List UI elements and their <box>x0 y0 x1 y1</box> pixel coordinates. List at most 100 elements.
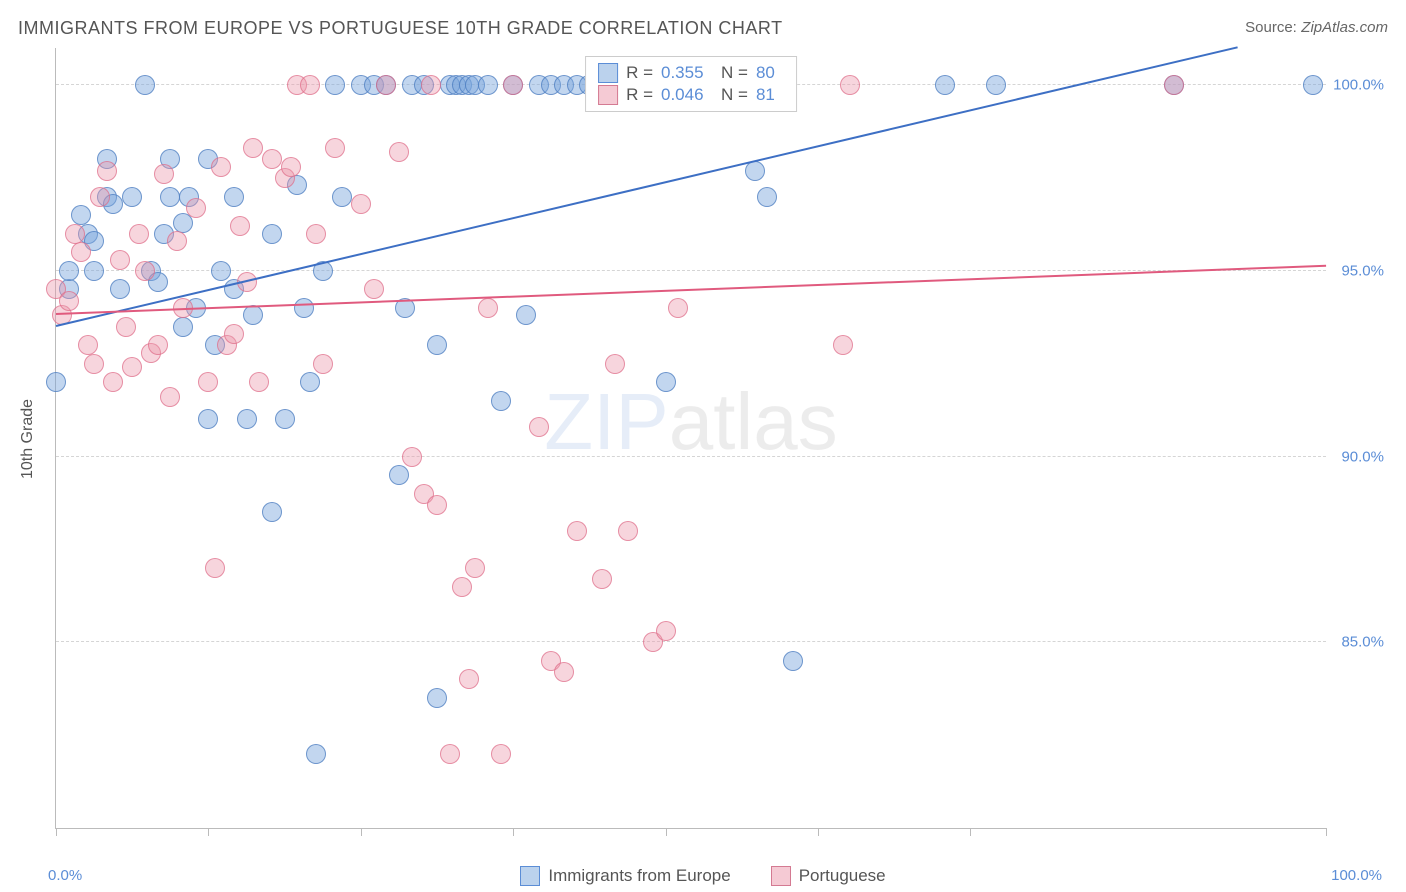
legend-row-pink: R = 0.046 N = 81 <box>598 84 784 106</box>
data-point-blue <box>656 372 676 392</box>
data-point-pink <box>78 335 98 355</box>
data-point-blue <box>783 651 803 671</box>
data-point-pink <box>300 75 320 95</box>
data-point-blue <box>237 409 257 429</box>
data-point-blue <box>211 261 231 281</box>
data-point-blue <box>122 187 142 207</box>
x-tick <box>208 828 209 836</box>
data-point-pink <box>618 521 638 541</box>
data-point-pink <box>325 138 345 158</box>
data-point-pink <box>281 157 301 177</box>
data-point-pink <box>833 335 853 355</box>
r-value-pink: 0.046 <box>661 85 713 105</box>
y-tick-label: 95.0% <box>1341 262 1384 279</box>
n-value-blue: 80 <box>756 63 784 83</box>
data-point-pink <box>243 138 263 158</box>
data-point-blue <box>46 372 66 392</box>
data-point-pink <box>427 495 447 515</box>
data-point-pink <box>421 75 441 95</box>
plot-area: ZIPatlas R = 0.355 N = 80 R = 0.046 N = … <box>55 48 1326 829</box>
gridline <box>56 270 1326 271</box>
data-point-pink <box>459 669 479 689</box>
data-point-pink <box>503 75 523 95</box>
data-point-blue <box>325 75 345 95</box>
x-tick-0: 0.0% <box>48 867 82 884</box>
data-point-blue <box>198 409 218 429</box>
y-tick-label: 90.0% <box>1341 448 1384 465</box>
data-point-pink <box>491 744 511 764</box>
data-point-pink <box>529 417 549 437</box>
data-point-blue <box>332 187 352 207</box>
data-point-blue <box>491 391 511 411</box>
legend-item-pink: Portuguese <box>771 866 886 886</box>
data-point-blue <box>160 187 180 207</box>
data-point-pink <box>205 558 225 578</box>
chart-container: ZIPatlas R = 0.355 N = 80 R = 0.046 N = … <box>55 48 1385 828</box>
data-point-pink <box>224 324 244 344</box>
data-point-blue <box>173 317 193 337</box>
data-point-blue <box>110 279 130 299</box>
data-point-blue <box>306 744 326 764</box>
chart-title: IMMIGRANTS FROM EUROPE VS PORTUGUESE 10T… <box>18 18 783 39</box>
n-label: N = <box>721 63 748 83</box>
data-point-pink <box>230 216 250 236</box>
correlation-legend: R = 0.355 N = 80 R = 0.046 N = 81 <box>585 56 797 112</box>
data-point-pink <box>249 372 269 392</box>
x-tick <box>1326 828 1327 836</box>
watermark-zip: ZIP <box>544 377 668 466</box>
data-point-pink <box>306 224 326 244</box>
data-point-blue <box>757 187 777 207</box>
data-point-pink <box>389 142 409 162</box>
legend-item-blue: Immigrants from Europe <box>520 866 730 886</box>
data-point-blue <box>262 224 282 244</box>
legend-label-blue: Immigrants from Europe <box>548 866 730 886</box>
x-tick-100: 100.0% <box>1331 867 1382 884</box>
data-point-pink <box>440 744 460 764</box>
n-label: N = <box>721 85 748 105</box>
data-point-blue <box>224 187 244 207</box>
data-point-blue <box>275 409 295 429</box>
data-point-blue <box>516 305 536 325</box>
r-value-blue: 0.355 <box>661 63 713 83</box>
data-point-pink <box>186 198 206 218</box>
x-tick <box>513 828 514 836</box>
data-point-pink <box>840 75 860 95</box>
y-tick-label: 100.0% <box>1333 77 1384 94</box>
data-point-blue <box>71 205 91 225</box>
data-point-blue <box>1303 75 1323 95</box>
swatch-pink <box>598 85 618 105</box>
swatch-blue <box>520 866 540 886</box>
y-axis-label: 10th Grade <box>19 399 37 479</box>
data-point-pink <box>313 354 333 374</box>
y-tick-label: 85.0% <box>1341 634 1384 651</box>
data-point-pink <box>160 387 180 407</box>
data-point-pink <box>567 521 587 541</box>
data-point-pink <box>452 577 472 597</box>
data-point-pink <box>1164 75 1184 95</box>
data-point-blue <box>427 688 447 708</box>
data-point-blue <box>59 261 79 281</box>
watermark-atlas: atlas <box>669 377 838 466</box>
data-point-pink <box>116 317 136 337</box>
series-legend: Immigrants from Europe Portuguese <box>0 866 1406 886</box>
swatch-pink <box>771 866 791 886</box>
source: Source: ZipAtlas.com <box>1245 19 1388 37</box>
source-value: ZipAtlas.com <box>1301 19 1388 36</box>
x-tick <box>970 828 971 836</box>
data-point-pink <box>59 291 79 311</box>
data-point-pink <box>554 662 574 682</box>
data-point-blue <box>135 75 155 95</box>
r-label: R = <box>626 63 653 83</box>
data-point-blue <box>427 335 447 355</box>
swatch-blue <box>598 63 618 83</box>
data-point-pink <box>90 187 110 207</box>
data-point-pink <box>211 157 231 177</box>
data-point-pink <box>656 621 676 641</box>
data-point-pink <box>97 161 117 181</box>
gridline <box>56 641 1326 642</box>
data-point-pink <box>167 231 187 251</box>
legend-row-blue: R = 0.355 N = 80 <box>598 62 784 84</box>
data-point-pink <box>605 354 625 374</box>
watermark: ZIPatlas <box>544 376 837 468</box>
data-point-pink <box>262 149 282 169</box>
